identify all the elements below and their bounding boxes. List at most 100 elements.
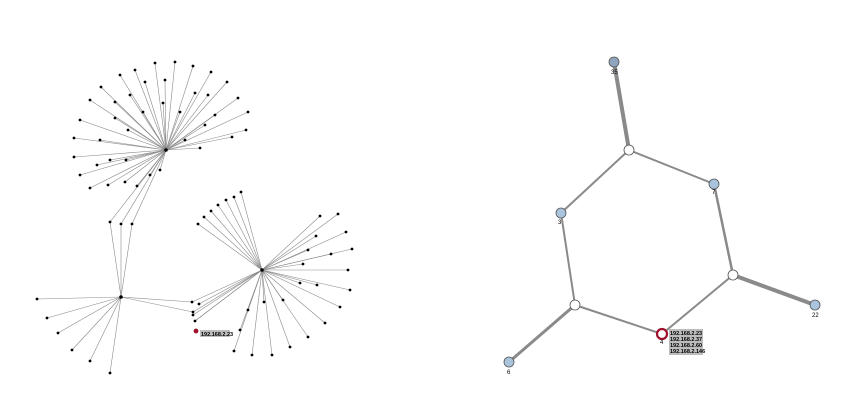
right-node-n22[interactable] — [809, 299, 821, 311]
left-leaf-node[interactable] — [161, 101, 165, 105]
left-leaf-node[interactable] — [88, 98, 92, 102]
left-leaf-node[interactable] — [239, 190, 243, 194]
left-leaf-node[interactable] — [148, 173, 152, 177]
left-leaf-node[interactable] — [323, 321, 327, 325]
left-leaf-node[interactable] — [232, 195, 236, 199]
left-leaf-node[interactable] — [209, 209, 213, 213]
right-node-right[interactable] — [727, 269, 739, 281]
left-leaf-node[interactable] — [141, 110, 145, 114]
left-leaf-node[interactable] — [193, 319, 197, 323]
right-node-top[interactable] — [623, 144, 635, 156]
left-leaf-node[interactable] — [262, 300, 266, 304]
left-highlighted-node[interactable] — [193, 328, 199, 334]
left-leaf-node[interactable] — [88, 359, 92, 363]
left-leaf-node[interactable] — [78, 173, 82, 177]
left-leaf-node[interactable] — [143, 80, 147, 84]
left-leaf-node[interactable] — [314, 234, 318, 238]
left-leaf-node[interactable] — [78, 118, 82, 122]
left-hub-node[interactable] — [119, 295, 123, 299]
left-leaf-node[interactable] — [191, 313, 195, 317]
left-leaf-node[interactable] — [153, 61, 157, 65]
left-edge — [261, 269, 318, 286]
left-leaf-node[interactable] — [130, 222, 134, 226]
left-leaf-node[interactable] — [298, 281, 302, 285]
left-leaf-node[interactable] — [88, 186, 92, 190]
left-leaf-node[interactable] — [250, 353, 254, 357]
left-leaf-node[interactable] — [236, 96, 240, 100]
left-leaf-node[interactable] — [106, 183, 110, 187]
left-leaf-node[interactable] — [99, 85, 103, 89]
left-leaf-node[interactable] — [191, 310, 195, 314]
left-leaf-node[interactable] — [202, 215, 206, 219]
right-node-n7[interactable] — [708, 178, 720, 190]
left-leaf-node[interactable] — [193, 91, 197, 95]
right-node-n35[interactable] — [608, 56, 620, 68]
left-leaf-node[interactable] — [108, 158, 112, 162]
left-hub-node[interactable] — [260, 268, 264, 272]
left-leaf-node[interactable] — [126, 128, 130, 132]
left-leaf-node[interactable] — [346, 268, 350, 272]
left-leaf-node[interactable] — [232, 349, 236, 353]
left-leaf-node[interactable] — [173, 60, 177, 64]
left-leaf-node[interactable] — [118, 73, 122, 77]
left-leaf-node[interactable] — [348, 288, 352, 292]
left-leaf-node[interactable] — [306, 248, 310, 252]
right-node-n6[interactable] — [503, 356, 515, 368]
left-leaf-node[interactable] — [281, 298, 285, 302]
left-leaf-node[interactable] — [203, 123, 207, 127]
left-leaf-node[interactable] — [124, 158, 128, 162]
left-leaf-node[interactable] — [246, 110, 250, 114]
left-leaf-node[interactable] — [72, 136, 76, 140]
right-node-n3[interactable] — [555, 207, 567, 219]
left-leaf-node[interactable] — [238, 328, 242, 332]
left-leaf-node[interactable] — [133, 68, 137, 72]
left-hub-node[interactable] — [164, 148, 168, 152]
left-leaf-node[interactable] — [56, 331, 60, 335]
left-leaf-node[interactable] — [230, 135, 234, 139]
left-leaf-node[interactable] — [108, 371, 112, 375]
left-leaf-node[interactable] — [315, 283, 319, 287]
right-node-n4[interactable] — [655, 327, 669, 341]
left-leaf-node[interactable] — [119, 222, 123, 226]
left-leaf-node[interactable] — [224, 198, 228, 202]
left-leaf-node[interactable] — [301, 262, 305, 266]
left-leaf-node[interactable] — [329, 252, 333, 256]
left-leaf-node[interactable] — [178, 110, 182, 114]
left-leaf-node[interactable] — [216, 203, 220, 207]
left-leaf-node[interactable] — [350, 247, 354, 251]
left-leaf-node[interactable] — [108, 220, 112, 224]
left-leaf-node[interactable] — [95, 163, 99, 167]
left-leaf-node[interactable] — [123, 180, 127, 184]
left-leaf-node[interactable] — [318, 214, 322, 218]
left-leaf-node[interactable] — [183, 138, 187, 142]
left-leaf-node[interactable] — [246, 308, 250, 312]
left-leaf-node[interactable] — [72, 155, 76, 159]
left-leaf-node[interactable] — [45, 316, 49, 320]
left-leaf-node[interactable] — [306, 335, 310, 339]
left-leaf-node[interactable] — [213, 113, 217, 117]
left-leaf-node[interactable] — [244, 128, 248, 132]
left-leaf-node[interactable] — [206, 93, 210, 97]
left-leaf-node[interactable] — [198, 146, 202, 150]
left-leaf-node[interactable] — [128, 93, 132, 97]
left-leaf-node[interactable] — [344, 230, 348, 234]
left-leaf-node[interactable] — [288, 345, 292, 349]
left-leaf-node[interactable] — [191, 64, 195, 68]
left-leaf-node[interactable] — [197, 302, 201, 306]
left-leaf-node[interactable] — [196, 222, 200, 226]
left-leaf-node[interactable] — [338, 305, 342, 309]
left-leaf-node[interactable] — [225, 80, 229, 84]
left-leaf-node[interactable] — [163, 78, 167, 82]
left-leaf-node[interactable] — [98, 138, 102, 142]
left-leaf-node[interactable] — [35, 297, 39, 301]
left-leaf-node[interactable] — [270, 353, 274, 357]
right-node-bottomL[interactable] — [569, 299, 581, 311]
left-leaf-node[interactable] — [135, 184, 139, 188]
left-leaf-node[interactable] — [190, 300, 194, 304]
left-leaf-node[interactable] — [113, 100, 117, 104]
left-leaf-node[interactable] — [336, 212, 340, 216]
left-leaf-node[interactable] — [158, 168, 162, 172]
left-leaf-node[interactable] — [209, 70, 213, 74]
left-leaf-node[interactable] — [70, 348, 74, 352]
left-leaf-node[interactable] — [113, 116, 117, 120]
